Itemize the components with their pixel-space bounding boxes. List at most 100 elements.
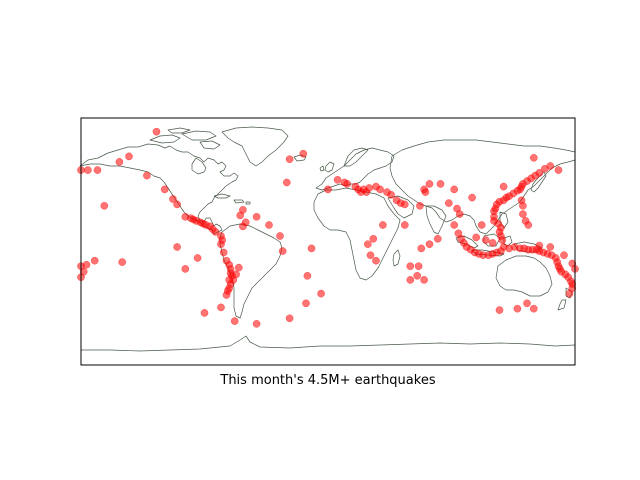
earthquake-marker xyxy=(400,221,409,229)
earthquake-marker xyxy=(495,306,504,314)
earthquake-marker xyxy=(333,175,342,184)
earthquake-marker xyxy=(211,228,220,236)
earthquake-marker xyxy=(169,195,177,203)
earthquake-marker xyxy=(372,256,380,265)
earthquake-marker xyxy=(222,291,231,299)
earthquake-marker xyxy=(560,251,568,260)
earthquake-marker xyxy=(499,182,508,191)
earthquake-marker xyxy=(217,240,225,249)
earthquake-marker xyxy=(420,276,428,284)
coastline-hudson-bay xyxy=(191,157,207,175)
earthquake-marker xyxy=(481,236,490,244)
earthquake-marker xyxy=(365,184,374,192)
earthquake-marker xyxy=(417,244,426,253)
earthquake-marker xyxy=(406,262,415,271)
coastline-caribbean xyxy=(213,193,251,205)
earthquake-marker xyxy=(84,166,92,174)
earthquake-marker xyxy=(450,221,459,229)
earthquake-marker xyxy=(524,221,533,229)
earthquake-marker xyxy=(416,201,424,210)
earthquake-marker xyxy=(299,149,308,158)
earthquake-marker xyxy=(387,190,395,199)
coastline-antarctica xyxy=(81,335,576,352)
earthquake-marker xyxy=(217,303,225,312)
earthquake-marker xyxy=(379,221,387,229)
earthquake-marker xyxy=(276,232,284,240)
earthquake-marker xyxy=(82,260,91,269)
coastline-british-isles xyxy=(319,161,335,173)
earthquake-marker xyxy=(152,127,161,136)
earthquake-marker xyxy=(118,258,127,266)
earthquake-marker xyxy=(535,241,544,250)
earthquake-marker xyxy=(160,185,169,194)
earthquake-marker xyxy=(230,317,239,325)
earthquake-marker xyxy=(100,201,109,210)
earthquake-marker xyxy=(343,180,352,188)
earthquake-marker xyxy=(455,210,464,218)
earthquake-marker xyxy=(282,178,291,187)
earthquake-marker xyxy=(265,221,273,229)
earthquake-marker xyxy=(278,247,287,255)
earthquake-marker xyxy=(285,314,294,323)
earthquake-marker xyxy=(302,299,310,308)
earthquake-marker xyxy=(366,251,375,260)
earthquake-marker xyxy=(406,276,415,284)
earthquake-marker xyxy=(143,171,151,180)
earthquake-marker xyxy=(523,299,531,308)
coastline-india xyxy=(425,205,447,235)
earthquake-marker xyxy=(90,256,99,265)
earthquake-marker xyxy=(546,162,555,170)
earthquake-marker xyxy=(400,200,409,209)
earthquake-marker xyxy=(252,319,261,328)
coastline-indonesia xyxy=(455,211,543,257)
earthquake-marker xyxy=(546,243,555,251)
earthquake-marker xyxy=(193,254,202,262)
earthquake-marker xyxy=(234,263,243,272)
earthquake-marker xyxy=(413,271,422,280)
earthquake-marker xyxy=(535,169,544,177)
earthquake-marker xyxy=(376,185,384,194)
earthquake-marker xyxy=(488,239,497,247)
earthquake-marker xyxy=(513,304,522,313)
earthquake-marker xyxy=(285,155,294,164)
coastline-north-america xyxy=(79,143,239,235)
earthquake-marker xyxy=(529,304,538,313)
earthquake-marker xyxy=(241,218,250,227)
earthquake-marker xyxy=(519,210,527,218)
earthquake-marker xyxy=(450,185,459,194)
coastline-madagascar xyxy=(392,249,401,267)
earthquake-markers xyxy=(77,127,579,328)
earthquake-marker xyxy=(425,180,434,188)
earthquake-marker xyxy=(444,199,453,207)
earthquake-marker xyxy=(125,152,133,161)
earthquake-marker xyxy=(421,188,430,196)
earthquake-marker xyxy=(307,244,316,253)
earthquake-marker xyxy=(115,158,124,166)
coastline-arctic-islands xyxy=(149,127,221,150)
coastline-iceland xyxy=(293,154,307,162)
earthquake-marker xyxy=(173,243,181,251)
earthquake-marker xyxy=(519,201,527,210)
earthquake-marker xyxy=(414,262,423,271)
earthquake-marker xyxy=(239,206,247,214)
earthquake-marker xyxy=(93,166,102,174)
earthquake-marker xyxy=(324,185,332,194)
earthquake-marker xyxy=(472,233,481,242)
earthquake-marker xyxy=(252,212,261,221)
earthquake-marker xyxy=(363,240,372,249)
earthquake-marker xyxy=(425,240,434,249)
earthquake-marker xyxy=(529,153,538,162)
earthquake-marker xyxy=(317,289,325,298)
earthquake-marker xyxy=(232,270,240,279)
earthquake-marker xyxy=(200,309,209,317)
earthquake-marker xyxy=(554,166,563,174)
coastline-greenland xyxy=(221,126,289,167)
earthquake-marker xyxy=(369,234,378,243)
coastline-arabia xyxy=(387,195,415,219)
earthquake-marker xyxy=(219,248,228,257)
earthquake-marker xyxy=(436,180,445,188)
coastline-asia xyxy=(389,139,576,235)
earthquake-marker xyxy=(303,271,312,280)
earthquake-marker xyxy=(433,234,442,243)
